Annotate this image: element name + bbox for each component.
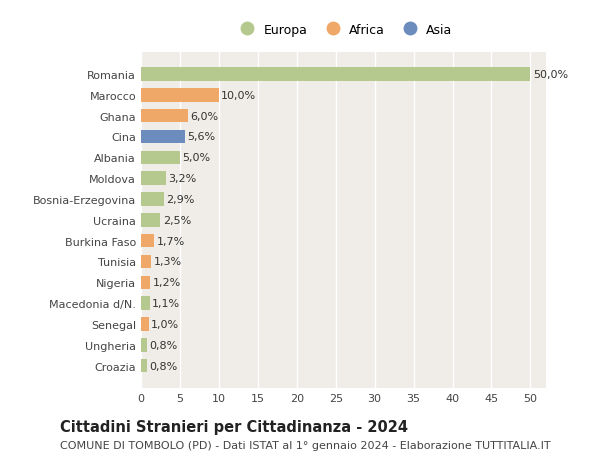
Bar xyxy=(141,276,151,290)
Bar xyxy=(141,89,219,102)
Text: 5,6%: 5,6% xyxy=(187,132,215,142)
Bar xyxy=(141,110,188,123)
Text: 5,0%: 5,0% xyxy=(182,153,211,163)
Text: 2,9%: 2,9% xyxy=(166,195,194,205)
Text: 2,5%: 2,5% xyxy=(163,215,191,225)
Bar xyxy=(141,68,530,82)
Bar xyxy=(141,172,166,185)
Text: 1,1%: 1,1% xyxy=(152,298,180,308)
Bar xyxy=(141,359,147,373)
Bar xyxy=(141,213,160,227)
Text: 1,7%: 1,7% xyxy=(157,236,185,246)
Text: 3,2%: 3,2% xyxy=(168,174,197,184)
Text: 10,0%: 10,0% xyxy=(221,90,256,101)
Text: 0,8%: 0,8% xyxy=(149,340,178,350)
Bar xyxy=(141,338,147,352)
Bar xyxy=(141,235,154,248)
Bar xyxy=(141,193,164,206)
Text: COMUNE DI TOMBOLO (PD) - Dati ISTAT al 1° gennaio 2024 - Elaborazione TUTTITALIA: COMUNE DI TOMBOLO (PD) - Dati ISTAT al 1… xyxy=(60,440,551,450)
Text: 1,0%: 1,0% xyxy=(151,319,179,329)
Text: Cittadini Stranieri per Cittadinanza - 2024: Cittadini Stranieri per Cittadinanza - 2… xyxy=(60,419,408,434)
Bar xyxy=(141,130,185,144)
Bar xyxy=(141,255,151,269)
Text: 1,3%: 1,3% xyxy=(154,257,182,267)
Bar xyxy=(141,151,180,165)
Text: 6,0%: 6,0% xyxy=(190,112,218,121)
Text: 50,0%: 50,0% xyxy=(533,70,568,80)
Text: 0,8%: 0,8% xyxy=(149,361,178,371)
Legend: Europa, Africa, Asia: Europa, Africa, Asia xyxy=(230,19,457,42)
Bar xyxy=(141,318,149,331)
Bar xyxy=(141,297,149,310)
Text: 1,2%: 1,2% xyxy=(152,278,181,288)
